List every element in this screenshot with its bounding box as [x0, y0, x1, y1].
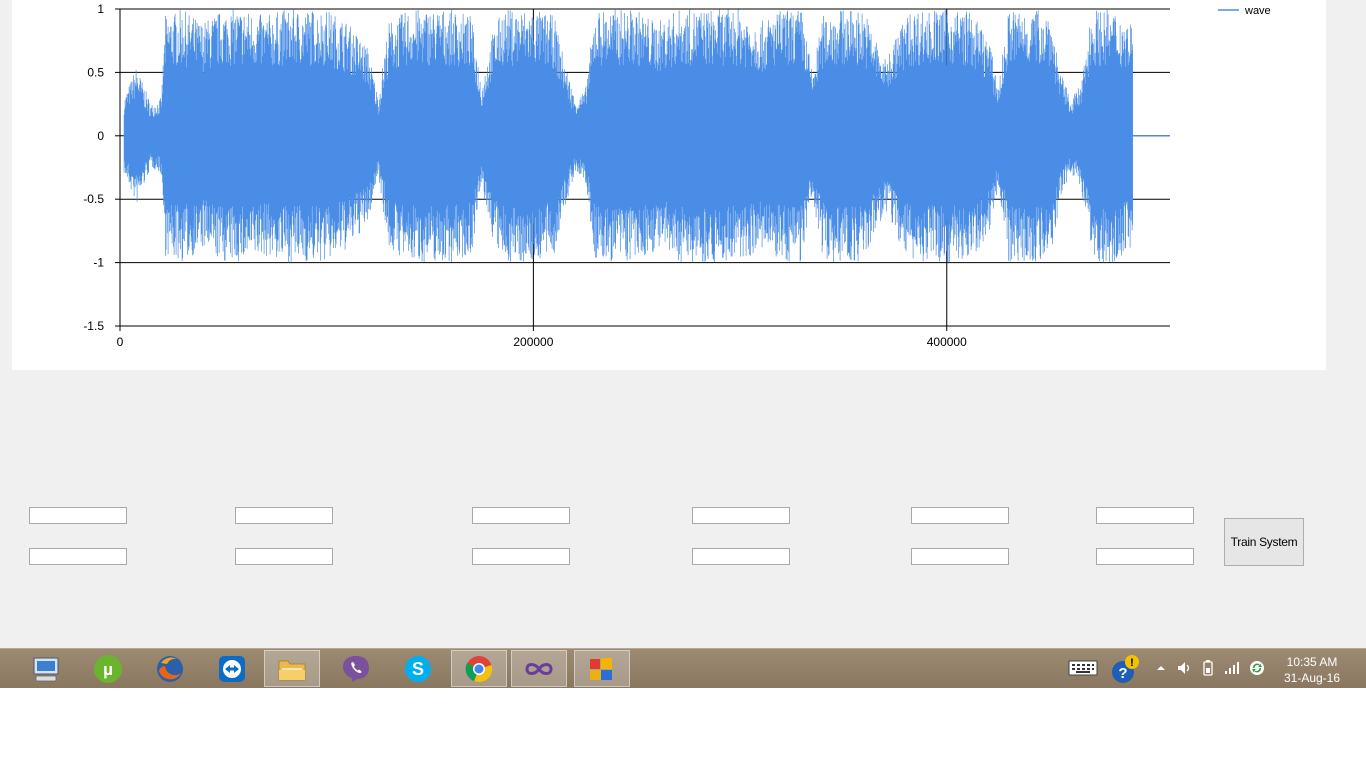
wave-series-line	[123, 9, 1133, 263]
feature-input-r2-c5[interactable]	[911, 548, 1009, 565]
feature-input-r2-c4[interactable]	[692, 548, 790, 565]
feature-input-r2-c1[interactable]	[29, 548, 127, 565]
feature-input-r1-c3[interactable]	[472, 507, 570, 524]
show-hidden-icons-chevron-icon[interactable]	[1152, 659, 1170, 677]
x-tick-label: 0	[117, 335, 124, 349]
svg-text:µ: µ	[103, 660, 113, 679]
network-signal-icon[interactable]	[1223, 659, 1241, 677]
teamviewer-icon	[219, 655, 245, 682]
taskbar-viber[interactable]	[328, 650, 384, 687]
chrome-icon	[465, 655, 493, 682]
feature-input-r1-c6[interactable]	[1096, 507, 1194, 524]
chart-legend: wave	[1218, 5, 1271, 17]
application-window: 1 0.5 0 -0.5 -1 -1.5 0 200000 400000 wave Train …	[0, 0, 1366, 648]
y-tick-label: -1	[93, 256, 104, 270]
help-warning-icon[interactable]: ? !	[1108, 653, 1142, 685]
waveform-chart: 1 0.5 0 -0.5 -1 -1.5 0 200000 400000 wave	[12, 0, 1326, 370]
taskbar-file-explorer[interactable]	[264, 650, 320, 687]
feature-input-r1-c1[interactable]	[29, 507, 127, 524]
feature-input-r1-c2[interactable]	[235, 507, 333, 524]
y-tick-label: -0.5	[83, 192, 104, 206]
x-tick-label: 400000	[927, 335, 967, 349]
taskbar-skype[interactable]: S	[390, 650, 446, 687]
taskbar-chrome[interactable]	[451, 650, 507, 687]
feature-input-r2-c6[interactable]	[1096, 548, 1194, 565]
skype-icon: S	[405, 655, 431, 682]
clock-time: 10:35 AM	[1286, 655, 1338, 669]
computer-icon	[33, 657, 59, 681]
chart-axes: 1 0.5 0 -0.5 -1 -1.5 0 200000 400000	[83, 2, 1170, 349]
battery-icon[interactable]	[1199, 659, 1217, 677]
winforms-app-icon	[590, 657, 612, 680]
svg-text:?: ?	[1118, 665, 1127, 682]
volume-icon[interactable]	[1175, 659, 1193, 677]
file-explorer-icon	[278, 660, 306, 680]
taskbar-winforms-app[interactable]	[574, 650, 630, 687]
train-system-button[interactable]: Train System	[1224, 518, 1304, 566]
y-tick-label: 0	[97, 129, 104, 143]
y-tick-label: 0.5	[87, 65, 104, 79]
viber-icon	[343, 655, 369, 682]
y-tick-label: -1.5	[83, 319, 104, 333]
svg-text:!: !	[1130, 657, 1134, 669]
clock-date: 31-Aug-16	[1283, 671, 1341, 685]
visual-studio-icon	[525, 662, 553, 675]
sync-status-icon[interactable]	[1248, 659, 1266, 677]
taskbar-utorrent[interactable]: µ	[80, 650, 136, 687]
taskbar: µ S	[0, 648, 1366, 688]
feature-input-r1-c5[interactable]	[911, 507, 1009, 524]
legend-label-wave: wave	[1244, 5, 1271, 17]
svg-text:S: S	[412, 659, 424, 679]
firefox-icon	[157, 655, 183, 682]
utorrent-icon: µ	[94, 654, 122, 683]
taskbar-teamviewer[interactable]	[204, 650, 260, 687]
taskbar-visual-studio[interactable]	[511, 650, 567, 687]
chart-canvas: 1 0.5 0 -0.5 -1 -1.5 0 200000 400000 wave	[83, 2, 1271, 349]
system-clock[interactable]: 10:35 AM 31-Aug-16	[1276, 654, 1348, 686]
keyboard-icon[interactable]	[1068, 657, 1098, 679]
taskbar-computer[interactable]	[18, 650, 74, 687]
feature-input-r1-c4[interactable]	[692, 507, 790, 524]
feature-input-r2-c2[interactable]	[235, 548, 333, 565]
x-tick-label: 200000	[513, 335, 553, 349]
taskbar-firefox[interactable]	[142, 650, 198, 687]
y-tick-label: 1	[97, 2, 104, 16]
feature-input-r2-c3[interactable]	[472, 548, 570, 565]
wave-series	[123, 9, 1170, 263]
